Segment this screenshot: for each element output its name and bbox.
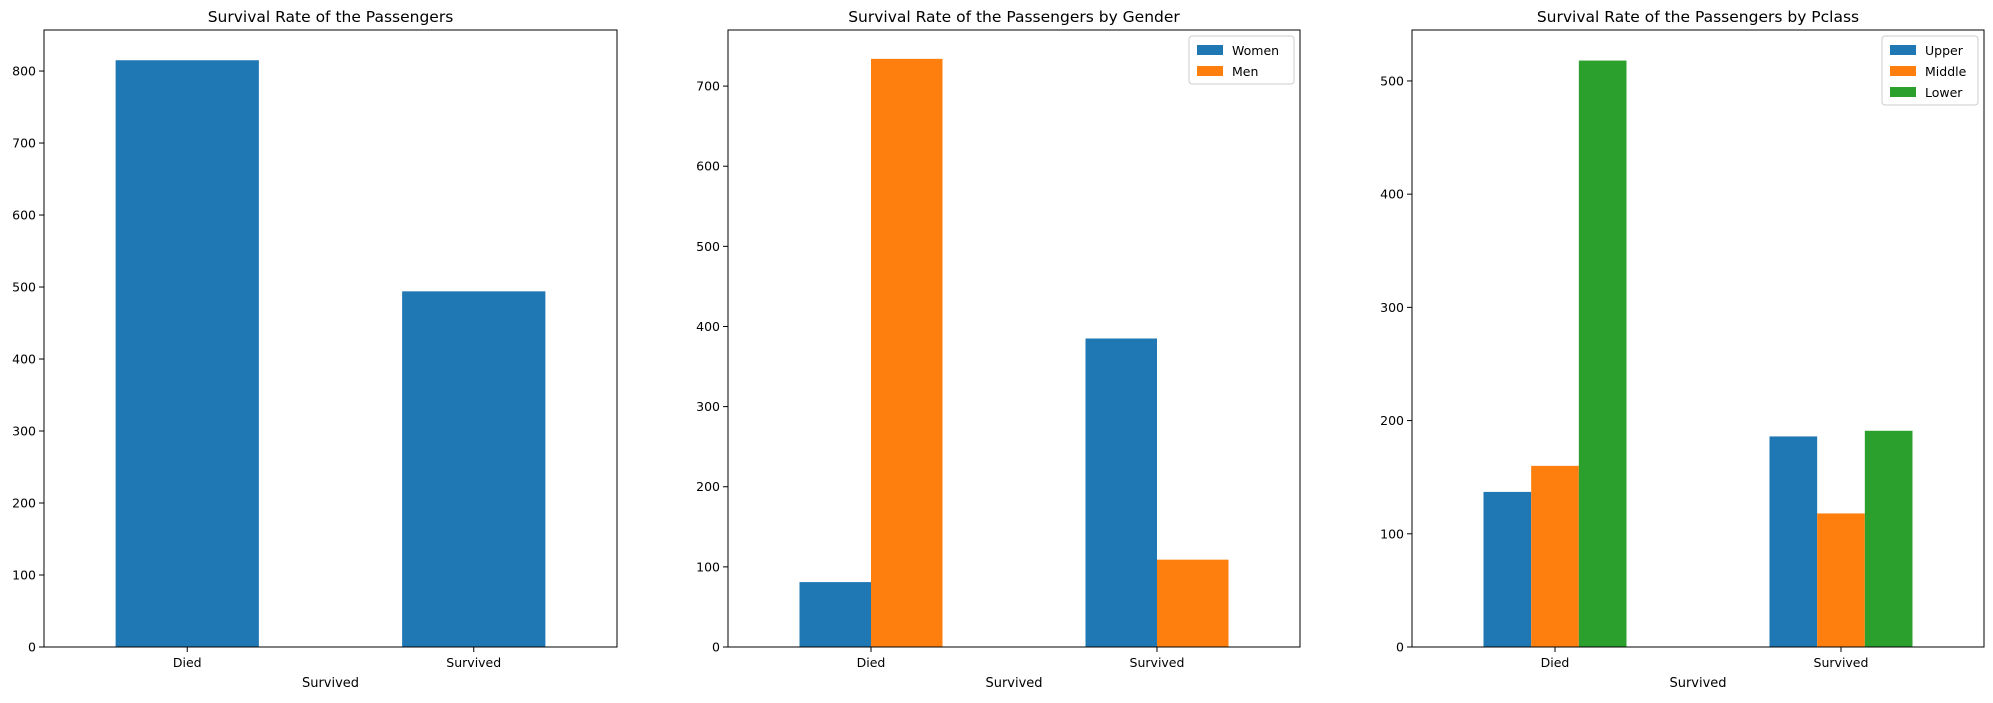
legend-swatch-lower xyxy=(1890,87,1916,97)
legend-label-lower: Lower xyxy=(1925,85,1963,100)
plot-area-frame xyxy=(727,29,1301,648)
bar-upper-died xyxy=(1483,491,1532,647)
y-tick-label: 0 xyxy=(28,640,36,655)
bar-women-survived xyxy=(1085,338,1157,647)
y-tick-label: 100 xyxy=(1380,526,1404,541)
x-axis-label: Survived xyxy=(302,676,359,691)
bar-lower-died xyxy=(1578,60,1627,648)
x-tick-label-died: Died xyxy=(173,655,202,670)
plot-area-frame xyxy=(1411,29,1985,648)
bar-middle-survived xyxy=(1817,513,1865,647)
chart-panel-1: 0 100 200 300 400 500 600 700 800 Died Survived Sur… xyxy=(12,8,618,691)
chart-title: Survival Rate of the Passengers by Pclas… xyxy=(1537,8,1859,26)
legend-label-men: Men xyxy=(1232,64,1258,79)
x-tick-label-survived: Survived xyxy=(1130,655,1185,670)
y-tick-label: 400 xyxy=(12,352,36,367)
legend-swatch-women xyxy=(1197,45,1223,55)
y-tick-label: 500 xyxy=(12,280,36,295)
legend-label-women: Women xyxy=(1232,43,1279,58)
y-tick-label: 300 xyxy=(12,424,36,439)
legend-swatch-middle xyxy=(1890,66,1916,76)
chart-title: Survival Rate of the Passengers by Gende… xyxy=(848,8,1180,26)
y-tick-label: 600 xyxy=(12,208,36,223)
y-tick-label: 0 xyxy=(1396,640,1404,655)
y-tick-label: 200 xyxy=(696,479,720,494)
y-tick-label: 300 xyxy=(696,399,720,414)
y-tick-label: 700 xyxy=(12,136,36,151)
legend-label-middle: Middle xyxy=(1925,64,1967,79)
bar-count-died xyxy=(115,60,259,648)
bar-women-died xyxy=(799,582,871,647)
x-axis-label: Survived xyxy=(985,676,1042,691)
chart-title: Survival Rate of the Passengers xyxy=(208,8,454,26)
x-axis-label: Survived xyxy=(1669,676,1726,691)
y-tick-label: 0 xyxy=(712,640,720,655)
y-tick-label: 300 xyxy=(1380,300,1404,315)
bar-count-survived xyxy=(402,291,546,647)
bar-men-died xyxy=(871,58,943,648)
legend: Women Men xyxy=(1188,35,1295,85)
y-tick-label: 200 xyxy=(12,496,36,511)
y-tick-label: 100 xyxy=(12,568,36,583)
legend: Upper Middle Lower xyxy=(1881,35,1979,106)
x-tick-label-survived: Survived xyxy=(446,655,501,670)
x-tick-label-survived: Survived xyxy=(1814,655,1869,670)
y-tick-label: 700 xyxy=(696,79,720,94)
y-tick-label: 800 xyxy=(12,64,36,79)
y-tick-label: 500 xyxy=(1380,73,1404,88)
bar-middle-died xyxy=(1531,465,1579,647)
y-tick-label: 400 xyxy=(1380,187,1404,202)
plot-area-frame xyxy=(43,29,618,648)
legend-label-upper: Upper xyxy=(1925,43,1964,58)
y-tick-label: 400 xyxy=(696,319,720,334)
legend-swatch-men xyxy=(1197,66,1223,76)
y-tick-label: 600 xyxy=(696,159,720,174)
bar-men-survived xyxy=(1157,559,1229,647)
x-tick-label-died: Died xyxy=(1541,655,1570,670)
y-tick-label: 200 xyxy=(1380,413,1404,428)
bar-lower-survived xyxy=(1864,430,1913,647)
y-tick-label: 500 xyxy=(696,239,720,254)
x-tick-label-died: Died xyxy=(857,655,886,670)
legend-swatch-upper xyxy=(1890,45,1916,55)
y-tick-label: 100 xyxy=(696,559,720,574)
bar-upper-survived xyxy=(1769,436,1818,647)
chart-panel-2: 0 100 200 300 400 500 600 700 Died Survived Surviv… xyxy=(696,8,1301,691)
chart-panel-3: 0 100 200 300 400 500 Died Survived Survived Surv… xyxy=(1380,8,1985,691)
